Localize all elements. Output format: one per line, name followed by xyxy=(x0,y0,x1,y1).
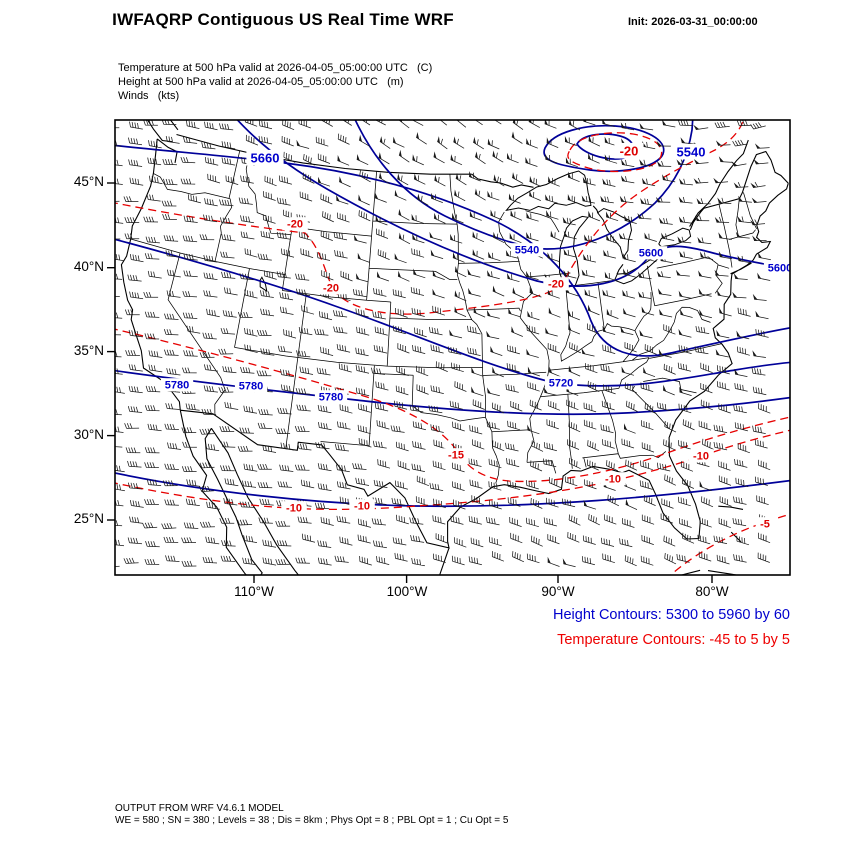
y-axis-tick-40n: 40°N xyxy=(73,259,104,274)
subtitle-temperature: Temperature at 500 hPa valid at 2026-04-… xyxy=(118,62,433,74)
svg-text:5720: 5720 xyxy=(549,378,573,390)
axis-frame xyxy=(107,119,791,583)
coastline xyxy=(120,120,789,575)
svg-text:-10: -10 xyxy=(693,451,709,463)
y-axis-tick-25n: 25°N xyxy=(73,511,104,526)
svg-text:5600: 5600 xyxy=(768,263,792,275)
page-title: IWFAQRP Contiguous US Real Time WRF xyxy=(112,10,454,29)
subtitle-winds: Winds (kts) xyxy=(118,90,180,102)
subtitle-height: Height at 500 hPa valid at 2026-04-05_05… xyxy=(118,76,404,88)
svg-text:5780: 5780 xyxy=(239,381,263,393)
plot-area: 5660 5540 5540 5600 5600 5720 5780 5780 5780 -20 -… xyxy=(115,120,792,575)
svg-text:5780: 5780 xyxy=(319,392,343,404)
svg-text:5540: 5540 xyxy=(677,144,706,159)
svg-text:5540: 5540 xyxy=(515,245,539,257)
height-contour-legend: Height Contours: 5300 to 5960 by 60 xyxy=(553,607,790,623)
svg-text:-10: -10 xyxy=(354,501,370,513)
y-axis-tick-35n: 35°N xyxy=(73,343,104,358)
svg-text:-10: -10 xyxy=(286,503,302,515)
x-axis-tick-90w: 90°W xyxy=(541,584,575,599)
contour-labels: 5660 5540 5540 5600 5600 5720 5780 5780 5780 -20 -… xyxy=(160,142,792,531)
x-axis-tick-100w: 100°W xyxy=(386,584,428,599)
footer-model-line: OUTPUT FROM WRF V4.6.1 MODEL xyxy=(115,803,284,814)
svg-text:-10: -10 xyxy=(605,474,621,486)
map-frame xyxy=(114,119,791,576)
init-time-label: Init: 2026-03-31_00:00:00 xyxy=(628,16,758,28)
svg-text:5660: 5660 xyxy=(251,150,280,165)
svg-text:-15: -15 xyxy=(448,450,464,462)
temperature-contour-legend: Temperature Contours: -45 to 5 by 5 xyxy=(557,632,790,648)
wind-barbs xyxy=(115,120,772,568)
x-axis-tick-80w: 80°W xyxy=(695,584,729,599)
svg-text:-20: -20 xyxy=(548,279,564,291)
footer-config-line: WE = 580 ; SN = 380 ; Levels = 38 ; Dis … xyxy=(115,815,509,826)
svg-text:-20: -20 xyxy=(620,143,639,158)
y-axis-tick-30n: 30°N xyxy=(73,427,104,442)
svg-text:5780: 5780 xyxy=(165,380,189,392)
svg-text:-5: -5 xyxy=(760,519,770,531)
geography-layer xyxy=(120,120,789,575)
svg-text:-20: -20 xyxy=(287,219,303,231)
y-axis-tick-45n: 45°N xyxy=(73,174,104,189)
svg-text:-20: -20 xyxy=(323,283,339,295)
x-axis-tick-110w: 110°W xyxy=(234,584,274,599)
svg-text:5600: 5600 xyxy=(639,248,663,260)
